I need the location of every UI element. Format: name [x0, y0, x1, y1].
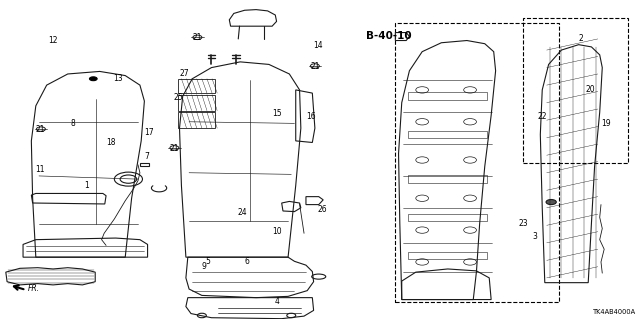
Text: 21: 21 — [193, 33, 202, 42]
Bar — [395, 23, 559, 302]
Text: 6: 6 — [244, 258, 249, 267]
Text: 2: 2 — [578, 35, 583, 44]
Text: 8: 8 — [70, 119, 76, 128]
Text: 11: 11 — [36, 165, 45, 174]
Text: B-40-10: B-40-10 — [366, 31, 412, 41]
Text: 19: 19 — [602, 119, 611, 128]
Text: 23: 23 — [518, 219, 528, 228]
Text: 14: 14 — [313, 41, 323, 50]
Text: 26: 26 — [317, 205, 328, 214]
Text: 24: 24 — [237, 208, 247, 217]
Text: 21: 21 — [310, 61, 319, 70]
Text: 1: 1 — [84, 181, 90, 190]
Text: 3: 3 — [532, 232, 537, 241]
Text: 17: 17 — [144, 128, 154, 137]
Text: 21: 21 — [36, 125, 45, 134]
Text: 20: 20 — [586, 85, 596, 94]
Text: 10: 10 — [272, 227, 282, 236]
Text: 12: 12 — [48, 36, 58, 45]
Text: 27: 27 — [180, 69, 189, 78]
Text: 7: 7 — [144, 152, 148, 161]
Text: FR.: FR. — [28, 284, 40, 292]
Text: 4: 4 — [274, 297, 279, 306]
Text: 22: 22 — [538, 113, 547, 122]
Text: 9: 9 — [202, 262, 206, 271]
Bar — [523, 18, 628, 163]
Text: 18: 18 — [106, 138, 115, 147]
Circle shape — [90, 77, 97, 81]
Text: 5: 5 — [206, 258, 211, 267]
Text: TK4AB4000A: TK4AB4000A — [593, 308, 636, 315]
Text: 15: 15 — [273, 109, 282, 118]
Text: 16: 16 — [307, 113, 316, 122]
Circle shape — [546, 199, 556, 204]
Text: 13: 13 — [113, 74, 122, 83]
Text: 25: 25 — [173, 93, 183, 102]
Text: 21: 21 — [170, 144, 179, 153]
